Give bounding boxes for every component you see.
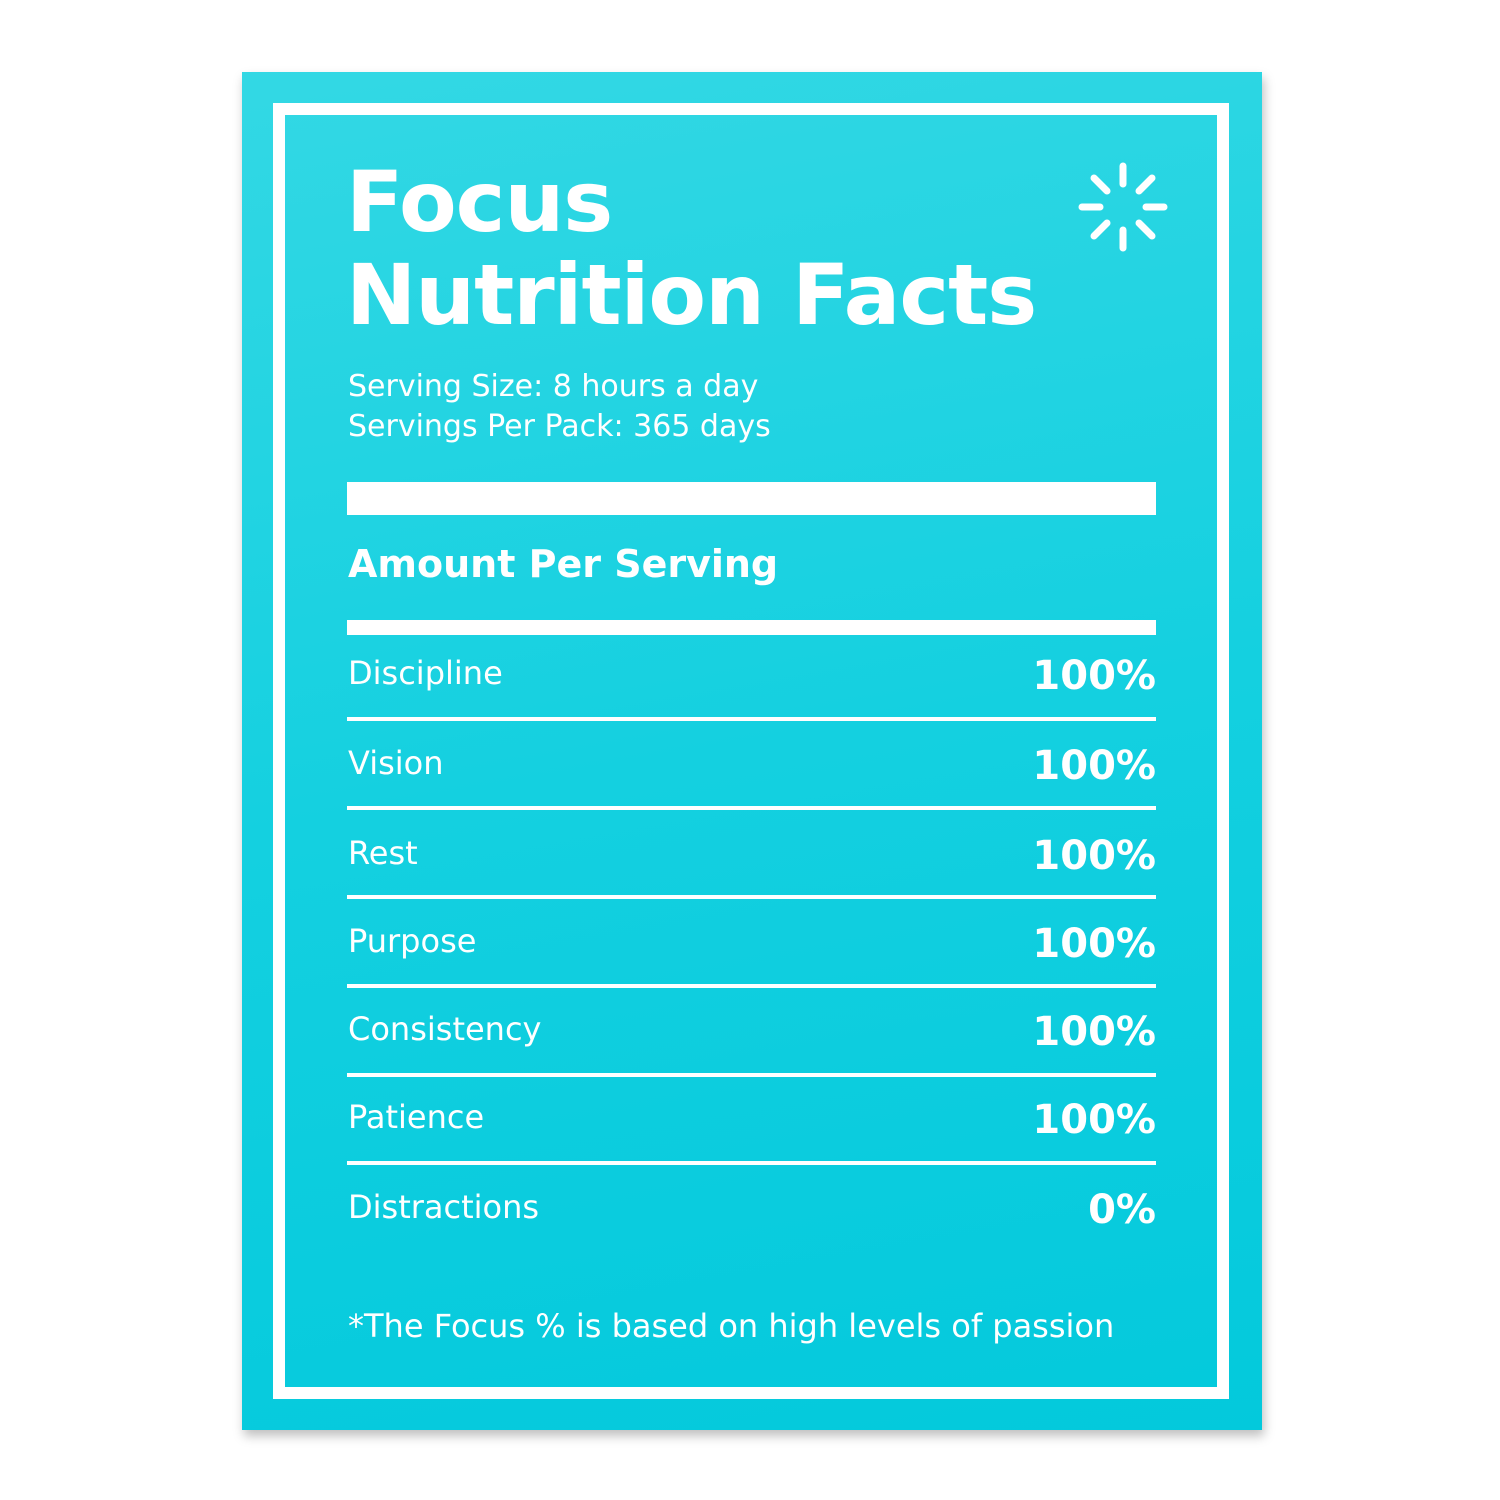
row-divider	[347, 1073, 1156, 1077]
nutrient-value: 100%	[1032, 743, 1156, 789]
nutrient-row: Consistency 100%	[347, 985, 1156, 1073]
row-divider	[347, 717, 1156, 721]
title-line-2: Nutrition Facts	[346, 246, 1037, 344]
thick-divider	[347, 482, 1156, 515]
nutrient-label: Purpose	[348, 922, 477, 960]
nutrient-value: 100%	[1032, 921, 1156, 967]
title-line-1: Focus	[346, 153, 613, 251]
serving-size: Serving Size: 8 hours a day	[348, 369, 759, 404]
nutrient-label: Discipline	[348, 654, 503, 692]
nutrient-value: 100%	[1032, 1097, 1156, 1143]
row-divider	[347, 1161, 1156, 1165]
poster-canvas: Focus Nutrition Facts Serving Size: 8 ho…	[242, 72, 1262, 1430]
poster-border	[273, 103, 1229, 1399]
nutrient-label: Consistency	[348, 1010, 542, 1048]
row-divider	[347, 984, 1156, 988]
nutrient-label: Vision	[348, 744, 444, 782]
sunburst-icon	[1078, 162, 1168, 252]
nutrient-value: 100%	[1032, 833, 1156, 879]
row-divider	[347, 806, 1156, 810]
medium-divider	[347, 620, 1156, 635]
nutrient-row: Patience 100%	[347, 1073, 1156, 1161]
amount-per-serving-heading: Amount Per Serving	[348, 542, 779, 586]
nutrient-label: Distractions	[348, 1188, 540, 1226]
nutrient-label: Rest	[348, 834, 418, 872]
nutrient-label: Patience	[348, 1098, 485, 1136]
row-divider	[347, 895, 1156, 899]
nutrient-value: 100%	[1032, 653, 1156, 699]
nutrient-value: 0%	[1088, 1187, 1156, 1233]
footnote: *The Focus % is based on high levels of …	[348, 1307, 1115, 1345]
nutrient-row: Vision 100%	[347, 719, 1156, 807]
nutrient-row: Discipline 100%	[347, 629, 1156, 717]
nutrient-row: Purpose 100%	[347, 897, 1156, 985]
nutrient-row: Distractions 0%	[347, 1163, 1156, 1251]
nutrient-row: Rest 100%	[347, 809, 1156, 897]
servings-per-pack: Servings Per Pack: 365 days	[348, 409, 771, 444]
nutrient-value: 100%	[1032, 1009, 1156, 1055]
